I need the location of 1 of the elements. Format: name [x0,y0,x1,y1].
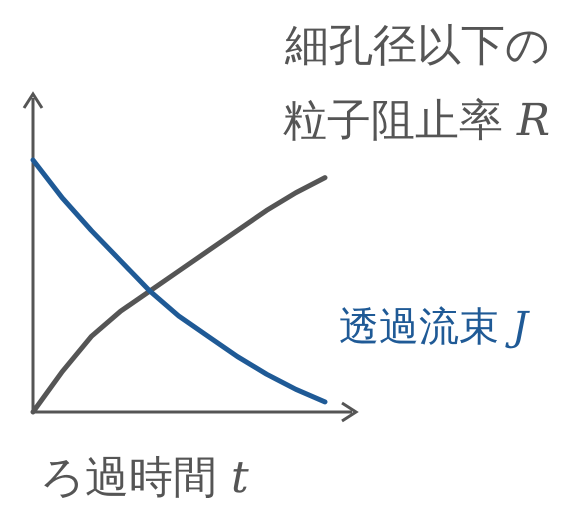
xlabel: ろ過時間 t [40,452,249,503]
